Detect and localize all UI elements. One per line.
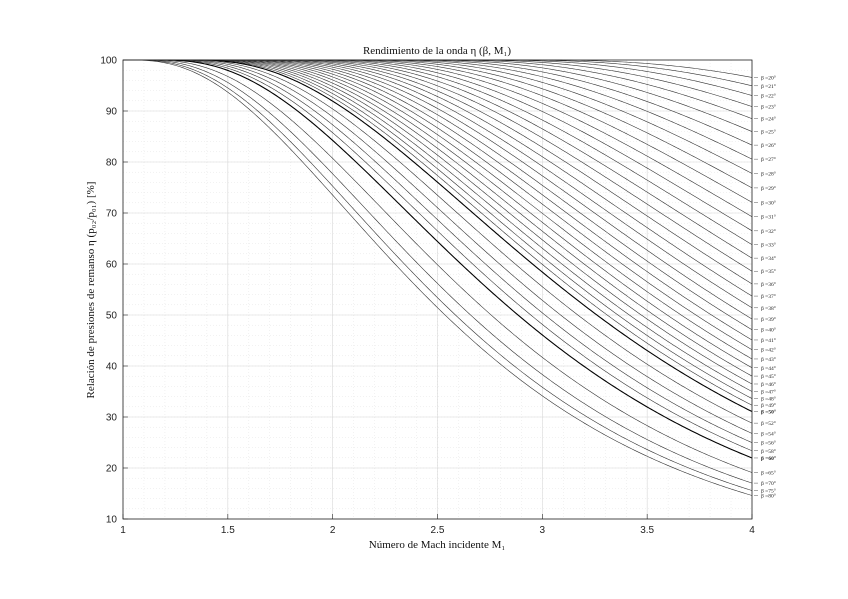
curves bbox=[123, 59, 753, 496]
y-tick-label: 40 bbox=[106, 362, 118, 373]
series-label-beta-27: β =27° bbox=[761, 156, 776, 163]
series-label-beta-43: β =43° bbox=[761, 356, 776, 363]
curve-beta-56 bbox=[123, 59, 753, 443]
y-tick-label: 50 bbox=[106, 311, 118, 322]
y-tick-label: 70 bbox=[106, 209, 118, 220]
series-label-beta-21: β =21° bbox=[761, 83, 776, 90]
y-tick-label: 20 bbox=[106, 464, 118, 475]
y-tick-label: 90 bbox=[106, 107, 118, 118]
series-label-beta-29: β =29° bbox=[761, 185, 776, 192]
series-label-beta-54: β =54° bbox=[761, 430, 776, 437]
series-label-beta-20: β =20° bbox=[761, 74, 776, 81]
series-label-beta-40: β =40° bbox=[761, 327, 776, 334]
series-label-beta-80: β =80° bbox=[761, 492, 776, 499]
series-label-beta-52: β =52° bbox=[761, 420, 776, 427]
x-tick-label: 1.5 bbox=[221, 525, 235, 536]
series-label-beta-34: β =34° bbox=[761, 255, 776, 262]
series-label-beta-49: β =49° bbox=[761, 402, 776, 409]
curve-beta-70 bbox=[123, 59, 753, 484]
y-tick-label: 30 bbox=[106, 413, 118, 424]
series-label-beta-30: β =30° bbox=[761, 199, 776, 206]
series-label-beta-26: β =26° bbox=[761, 142, 776, 149]
y-axis-label: Relación de presiones de remanso η (p₀₂/… bbox=[85, 182, 97, 399]
y-tick-label: 100 bbox=[100, 56, 117, 67]
series-label-beta-70: β =70° bbox=[761, 480, 776, 487]
series-label-beta-75: β =75° bbox=[761, 488, 776, 495]
series-label-beta-41: β =41° bbox=[761, 337, 776, 344]
chart-title: Rendimiento de la onda η (β, M₁) bbox=[363, 45, 511, 57]
ticks: 1 1.5 2 2.5 3 3.5 4 10 20 30 40 50 60 70 80 90 100 bbox=[100, 56, 755, 537]
y-tick-label: 80 bbox=[106, 158, 118, 169]
series-label-beta-36: β =36° bbox=[761, 281, 776, 288]
curve-beta-75 bbox=[123, 59, 753, 491]
series-label-beta-56: β =56° bbox=[761, 440, 776, 447]
curve-beta-60 bbox=[123, 59, 753, 459]
x-tick-label: 2 bbox=[330, 525, 336, 536]
series-label-beta-45: β =45° bbox=[761, 373, 776, 380]
curve-beta-50 bbox=[123, 59, 753, 413]
series-labels: β =20° β =21° β =22° β =23° β =24° β =25° β =2… bbox=[754, 74, 776, 499]
y-tick-label: 10 bbox=[106, 515, 118, 526]
series-label-beta-47: β =47° bbox=[761, 388, 776, 395]
x-tick-label: 2.5 bbox=[431, 525, 445, 536]
series-label-beta-39: β =39° bbox=[761, 316, 776, 323]
series-label-beta-25: β =25° bbox=[761, 129, 776, 136]
curve-beta-80 bbox=[123, 59, 753, 496]
series-label-beta-33: β =33° bbox=[761, 242, 776, 249]
curve-beta-48 bbox=[123, 59, 753, 399]
x-tick-label: 1 bbox=[120, 525, 126, 536]
x-tick-label: 3.5 bbox=[640, 525, 654, 536]
x-tick-label: 4 bbox=[749, 525, 755, 536]
series-label-beta-46: β =46° bbox=[761, 381, 776, 388]
series-label-beta-35: β =35° bbox=[761, 268, 776, 275]
curve-beta-65 bbox=[123, 59, 753, 473]
series-label-beta-37: β =37° bbox=[761, 293, 776, 300]
series-label-beta-38: β =38° bbox=[761, 305, 776, 312]
series-label-beta-60: β =60° bbox=[761, 455, 776, 462]
y-tick-label: 60 bbox=[106, 260, 118, 271]
series-label-beta-32: β =32° bbox=[761, 228, 776, 235]
series-label-beta-48: β =48° bbox=[761, 396, 776, 403]
series-label-beta-44: β =44° bbox=[761, 365, 776, 372]
series-label-beta-22: β =22° bbox=[761, 93, 776, 100]
series-label-beta-42: β =42° bbox=[761, 347, 776, 354]
series-label-beta-50: β =50° bbox=[761, 409, 776, 416]
curve-beta-54 bbox=[123, 59, 753, 434]
series-label-beta-31: β =31° bbox=[761, 214, 776, 221]
series-label-beta-24: β =24° bbox=[761, 116, 776, 123]
series-label-beta-65: β =65° bbox=[761, 470, 776, 477]
curve-beta-58 bbox=[123, 59, 753, 452]
series-label-beta-23: β =23° bbox=[761, 104, 776, 111]
series-label-beta-58: β =58° bbox=[761, 448, 776, 455]
curve-beta-52 bbox=[123, 59, 753, 424]
series-label-beta-28: β =28° bbox=[761, 170, 776, 177]
x-tick-label: 3 bbox=[540, 525, 546, 536]
x-axis-label: Número de Mach incidente M₁ bbox=[369, 539, 506, 551]
